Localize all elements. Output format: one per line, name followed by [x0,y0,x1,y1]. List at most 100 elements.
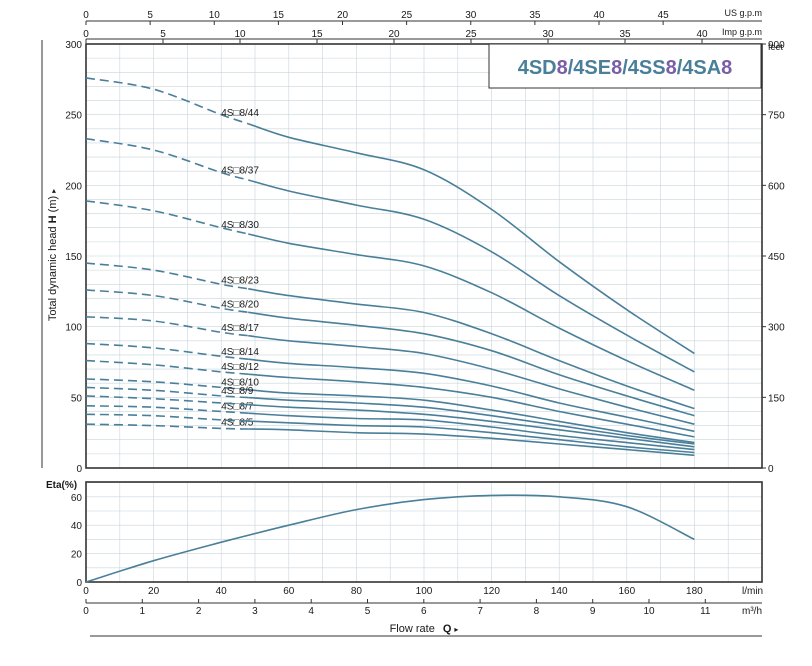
head-curve-unlabeled-dashed [85,413,249,422]
head-curve-4S□8/20-solid [248,311,695,417]
eta-tick-label: 20 [71,550,83,561]
head-curve-4S□8/44-solid [247,122,695,355]
curve-label: 4S□8/9 [221,386,254,397]
imp-gpm-tick-label: 15 [311,29,323,40]
lmin-tick-label: 160 [618,586,635,597]
imp-gpm-tick-label: 40 [696,29,708,40]
head-tick-label: 200 [65,181,82,192]
flow-rate-text: Flow rate [390,623,435,635]
feet-axis-label: feet [768,42,784,52]
feet-tick-label: 150 [768,393,785,404]
title-accent-part: 8 [611,57,622,79]
lmin-tick-label: 120 [483,586,500,597]
lmin-tick-label: 60 [283,586,295,597]
m3h-tick-label: 1 [140,606,146,617]
head-tick-label: 100 [65,323,82,334]
title-accent-part: 8 [721,57,732,79]
title-main-part: /4SS [622,57,665,79]
title-main-part: /4SA [677,57,721,79]
lmin-tick-label: 140 [551,586,568,597]
head-axis-label-pre: Total dynamic head [47,223,59,321]
head-curve-4S□8/23-dashed [85,262,249,290]
flow-rate-arrow: ▸ [454,625,458,634]
head-curve-4S□8/10-solid [248,388,695,444]
head-curve-4S□8/17-dashed [85,316,249,337]
imp-gpm-tick-label: 25 [465,29,477,40]
head-curves: 4S□8/44 4S□8/37 4S□8/30 4S□8/23 4S□8/20 4S□8/… [85,77,695,457]
title-accent-part: 8 [666,57,677,79]
us-gpm-tick-label: 0 [83,10,89,21]
lmin-tick-label: 180 [686,586,703,597]
lmin-tick-label: 40 [216,586,228,597]
head-curve-4S□8/23-solid [248,288,695,410]
grid-lines [85,43,763,583]
us-gpm-tick-label: 10 [209,10,221,21]
head-tick-label: 0 [76,464,82,475]
head-axis-label: Total dynamic head H (m) ▸ [47,189,59,321]
imp-gpm-tick-label: 20 [388,29,400,40]
us-gpm-axis-label: US g.p.m [724,8,762,18]
chart-title: 4SD8/4SE8/4SS8/4SA8 [518,57,733,79]
head-curve-4S□8/30-solid [248,233,695,392]
m3h-tick-label: 8 [534,606,540,617]
head-curve-unlabeled-solid [248,420,695,454]
feet-tick-label: 0 [768,464,774,475]
eta-axis-label: Eta(%) [46,480,77,491]
us-gpm-tick-label: 45 [658,10,670,21]
m3h-tick-label: 9 [590,606,596,617]
lmin-tick-label: 20 [148,586,160,597]
us-gpm-tick-label: 5 [147,10,153,21]
lmin-tick-label: 80 [351,586,363,597]
eta-tick-label: 0 [76,578,82,589]
imp-gpm-tick-label: 35 [619,29,631,40]
lmin-tick-label: 100 [416,586,433,597]
imp-gpm-axis-label: Imp g.p.m [722,27,762,37]
feet-tick-label: 300 [768,323,785,334]
us-gpm-tick-label: 35 [529,10,541,21]
head-axis-arrow: ▸ [49,189,58,193]
curve-label: 4S□8/20 [221,299,259,310]
curve-label: 4S□8/44 [221,108,259,119]
head-curve-4S□8/12-solid [248,373,695,438]
head-curve-unlabeled-solid [248,403,695,448]
m3h-tick-label: 0 [83,606,89,617]
m3h-tick-label: 11 [700,606,711,617]
m3h-axis-label: m³/h [742,606,762,617]
head-curve-4S□8/17-solid [248,334,695,425]
efficiency-curves [85,494,695,583]
eta-tick-label: 40 [71,521,83,532]
m3h-tick-label: 4 [308,606,314,617]
curve-label: 4S□8/17 [221,323,259,334]
head-curve-4S□8/5-solid [248,428,695,457]
head-curve-4S□8/7-solid [248,412,695,451]
head-curve-4S□8/37-solid [247,179,695,373]
head-curve-4S□8/44-dashed [85,77,249,125]
flow-rate-symbol: Q [443,623,452,635]
m3h-tick-label: 5 [365,606,371,617]
lmin-tick-label: 0 [83,586,89,597]
flow-rate-label: Flow rate Q ▸ [390,623,459,635]
head-curve-4S□8/5-dashed [85,423,249,430]
title-box: 4SD8/4SE8/4SS8/4SA8 [488,43,762,89]
eta-axis: Eta(%) 0 20 40 60 [46,480,82,589]
head-curve-unlabeled-dashed [85,395,249,406]
us-gpm-tick-label: 25 [401,10,413,21]
m3h-tick-label: 6 [421,606,427,617]
title-accent-part: 8 [557,57,568,79]
plot-frames [41,40,763,637]
head-curve-4S□8/37-dashed [85,137,249,181]
feet-axis: feet 0 150 300 450 600 750 900 [762,40,785,475]
head-axis: Total dynamic head H (m) ▸ 0 50 100 150 200 25… [47,40,82,475]
us-gpm-tick-label: 20 [337,10,349,21]
curve-label: 4S□8/5 [221,418,254,429]
title-main-part: 4SD [518,57,557,79]
head-curve-4S□8/30-dashed [85,200,249,235]
head-tick-label: 250 [65,111,82,122]
head-tick-label: 50 [71,393,83,404]
lmin-axis-label: l/min [742,586,763,597]
head-curve-4S□8/9-solid [248,396,695,445]
head-axis-label-unit: (m) [47,196,59,216]
curve-label: 4S□8/10 [221,378,259,389]
curve-label: 4S□8/30 [221,220,259,231]
